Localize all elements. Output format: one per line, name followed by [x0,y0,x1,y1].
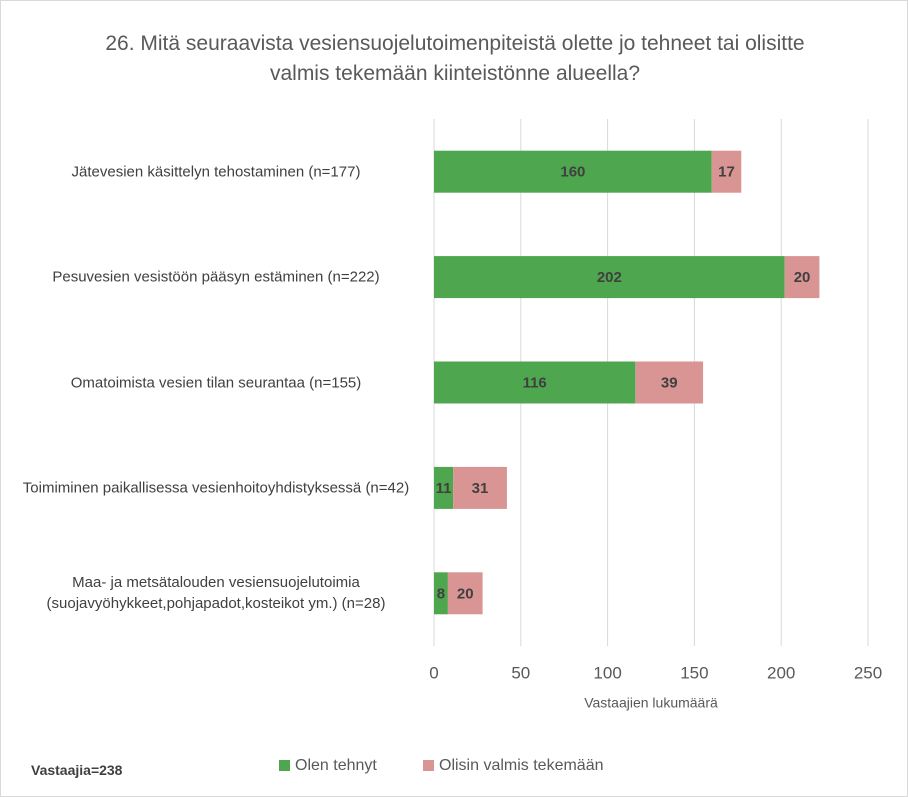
value-label: 39 [661,374,678,391]
legend-label: Olen tehnyt [295,757,377,774]
x-axis-title: Vastaajien lukumäärä [584,695,718,711]
footnote: Vastaajia=238 [31,762,123,778]
bar [447,572,483,615]
category-label: Jätevesien käsittelyn tehostaminen (n=17… [71,163,361,181]
value-label: 11 [436,480,452,497]
value-label: 8 [437,585,445,602]
bar [434,256,785,299]
value-label: 116 [523,374,547,391]
value-label: 20 [457,585,474,602]
value-label: 17 [718,164,735,181]
x-tick-label: 0 [429,663,438,682]
x-tick-label: 100 [593,663,621,682]
bar [453,466,507,509]
legend-label: Olisin valmis tekemään [439,757,604,774]
legend-swatch [423,760,434,771]
bar [434,361,636,404]
legend-swatch [279,760,290,771]
chart-title: 26. Mitä seuraavista vesiensuojelutoimen… [105,32,805,85]
value-label: 20 [794,269,811,286]
x-tick-label: 150 [680,663,708,682]
bar [635,361,704,404]
value-label: 202 [597,269,622,286]
category-label: Omatoimista vesien tilan seurantaa (n=15… [70,374,362,391]
x-tick-label: 50 [511,663,530,682]
bar [434,150,712,193]
bar [784,256,820,299]
category-label: Pesuvesien vesistöön pääsyn estäminen (n… [52,268,380,286]
category-label: Toimiminen paikallisessa vesienhoitoyhdi… [22,479,410,497]
bar [711,150,742,193]
x-tick-label: 250 [854,663,882,682]
bar [434,466,454,509]
x-tick-label: 200 [767,663,795,682]
value-label: 31 [472,480,489,497]
bar [434,572,448,615]
value-label: 160 [560,164,585,181]
category-label: Maa- ja metsätalouden vesiensuojelutoimi… [46,574,386,613]
